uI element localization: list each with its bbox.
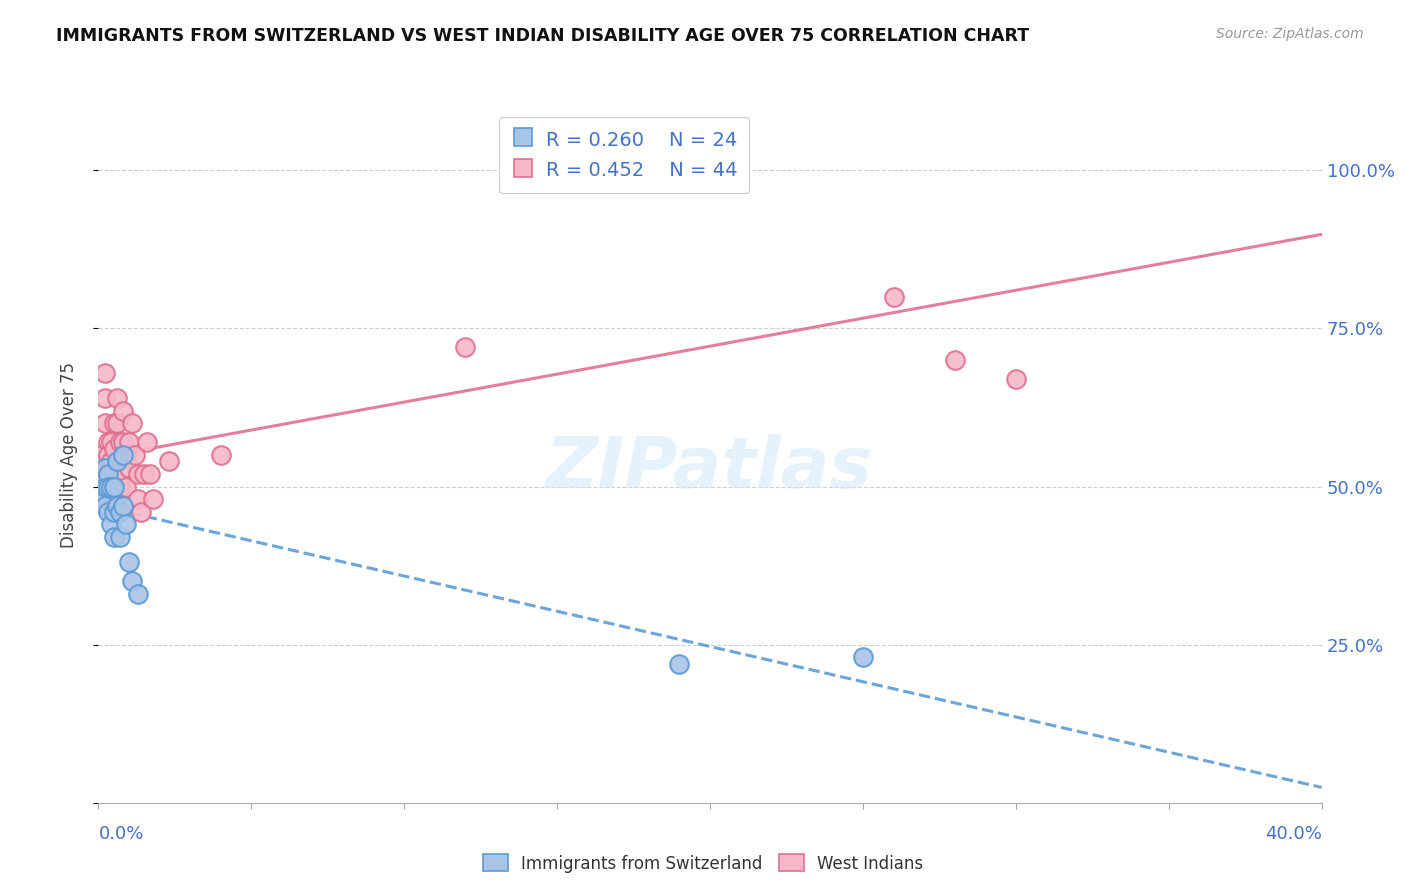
Point [90,448,112,462]
Point [111,467,134,481]
Point [105,417,128,431]
Point [121,574,143,589]
Point [93,366,115,380]
Point [127,587,149,601]
Point [100,517,122,532]
Point [209,448,232,462]
Point [100,479,122,493]
Point [118,556,141,570]
Point [100,435,122,450]
Point [97,435,120,450]
Text: 0.0%: 0.0% [98,825,143,843]
Text: IMMIGRANTS FROM SWITZERLAND VS WEST INDIAN DISABILITY AGE OVER 75 CORRELATION CH: IMMIGRANTS FROM SWITZERLAND VS WEST INDI… [56,27,1029,45]
Point [108,435,131,450]
Point [97,467,120,481]
Text: 40.0%: 40.0% [1265,825,1322,843]
Point [108,505,131,519]
Point [90,486,112,500]
Point [136,435,159,450]
Point [127,467,149,481]
Point [111,499,134,513]
Point [134,467,156,481]
Point [111,448,134,462]
Point [139,467,162,481]
Point [108,530,131,544]
Point [115,517,138,532]
Point [115,479,138,493]
Point [103,486,125,500]
Point [118,435,141,450]
Point [115,448,138,462]
Point [100,479,122,493]
Point [1004,372,1026,386]
Point [105,454,128,468]
Point [93,479,115,493]
Point [943,353,966,368]
Point [127,492,149,507]
Legend: R = 0.260    N = 24, R = 0.452    N = 44: R = 0.260 N = 24, R = 0.452 N = 44 [499,117,749,193]
Text: Source: ZipAtlas.com: Source: ZipAtlas.com [1216,27,1364,41]
Point [97,505,120,519]
Point [111,435,134,450]
Point [142,492,165,507]
Point [103,505,125,519]
Point [97,467,120,481]
Point [93,460,115,475]
Point [883,290,905,304]
Point [103,442,125,456]
Point [103,530,125,544]
Point [118,460,141,475]
Point [90,467,112,481]
Y-axis label: Disability Age Over 75: Disability Age Over 75 [59,362,77,548]
Point [93,417,115,431]
Point [699,151,721,165]
Point [103,417,125,431]
Point [105,499,128,513]
Point [93,499,115,513]
Point [108,460,131,475]
Legend: Immigrants from Switzerland, West Indians: Immigrants from Switzerland, West Indian… [475,847,931,880]
Point [129,505,152,519]
Point [668,657,690,671]
Text: ZIPatlas: ZIPatlas [547,434,873,503]
Point [93,391,115,405]
Point [157,454,180,468]
Point [108,479,131,493]
Point [121,417,143,431]
Point [103,467,125,481]
Point [97,479,120,493]
Point [97,479,120,493]
Point [852,650,875,665]
Point [111,403,134,417]
Point [100,454,122,468]
Point [105,391,128,405]
Point [103,479,125,493]
Point [454,340,477,354]
Point [124,448,146,462]
Point [97,448,120,462]
